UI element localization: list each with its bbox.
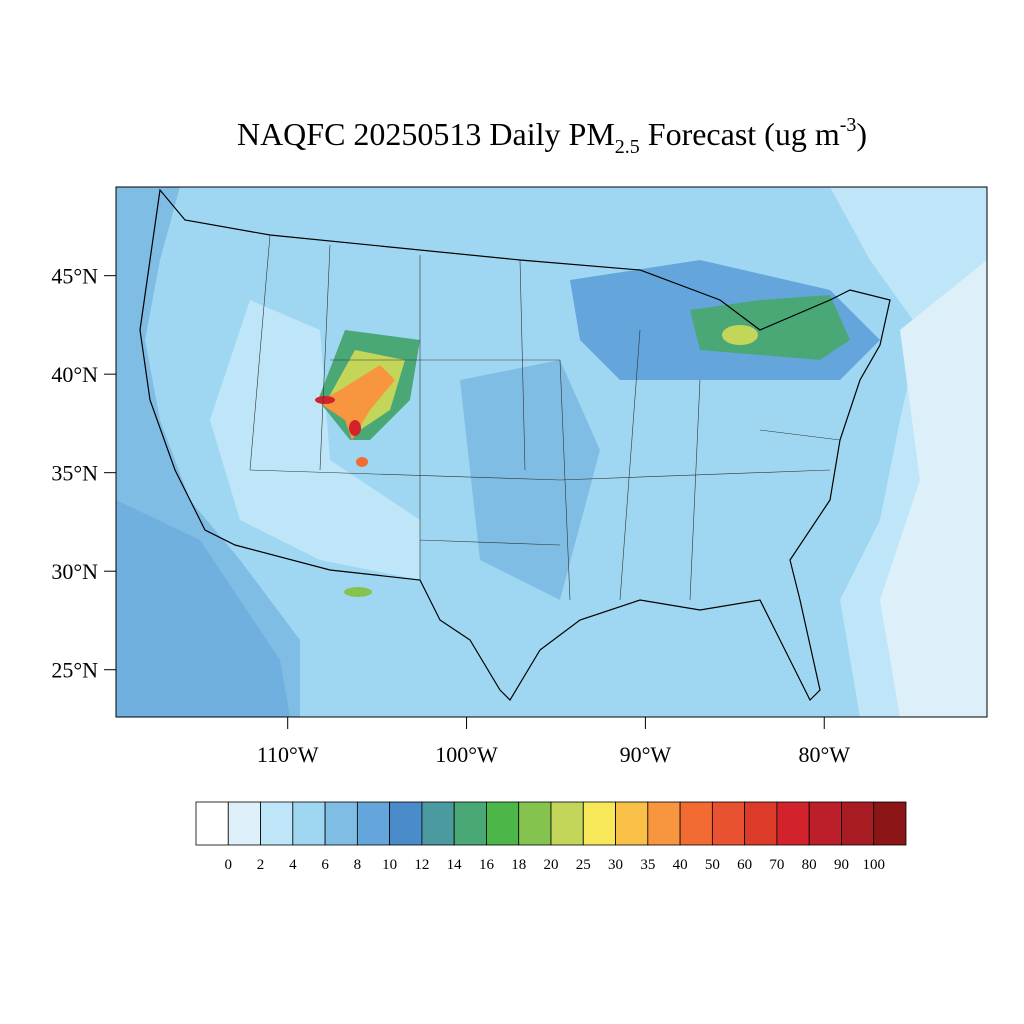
colorbar-label: 6 [321,857,329,873]
colorbar-box [808,801,842,846]
title-text: ) [856,116,867,152]
colorbar-box [518,801,552,846]
colorbar-box [195,801,229,846]
colorbar-box [292,801,326,846]
colorbar-label: 80 [802,857,817,873]
colorbar-box [582,801,616,846]
colorbar-label: 0 [225,857,233,873]
colorbar-label: 30 [608,857,623,873]
y-tick-label: 45°N [51,264,98,289]
colorbar-box [486,801,520,846]
colorbar-label: 70 [769,857,784,873]
land-low [210,300,420,580]
smoke-plume [318,365,395,440]
colorbar-label: 12 [414,857,429,873]
colorbar-box [421,801,455,846]
colorbar-box [873,801,907,846]
colorbar-label: 25 [576,857,591,873]
colorbar-label: 40 [673,857,688,873]
colorbar-label: 90 [834,857,849,873]
colorbar-box [227,801,261,846]
colorbar-label: 35 [640,857,655,873]
smoke-great-lakes [690,295,850,360]
colorbar-box [776,801,810,846]
colorbar-box [615,801,649,846]
colorbar-box [453,801,487,846]
land-mid [460,360,600,600]
x-tick-label: 90°W [620,742,672,767]
colorbar-box [550,801,584,846]
colorbar-label: 60 [737,857,752,873]
y-tick-label: 40°N [51,362,98,387]
colorbar-label: 50 [705,857,720,873]
x-tick-label: 110°W [257,742,319,767]
smoke-small [344,587,372,597]
colorbar: 0 2 4 6 8 10 12 14 16 18 20 25 30 35 40 50 60 70 80 90 100 [195,801,907,873]
colorbar-label: 16 [479,857,495,873]
colorbar-box [389,801,423,846]
coastline [139,188,891,702]
map-field [116,187,987,717]
atlantic [880,260,987,717]
colorbar-label: 2 [257,857,265,873]
axes: 110°W 100°W 90°W 80°W 45°N 40°N 35°N 30°N 25°N [51,264,850,767]
map-frame [115,186,988,718]
colorbar-box [744,801,778,846]
title-subscript: 2.5 [615,136,640,158]
colorbar-box [647,801,681,846]
y-tick-label: 35°N [51,461,98,486]
colorbar-box [260,801,294,846]
title-text: Forecast (ug m [640,116,840,152]
pacific [116,500,290,717]
colorbar-box [711,801,746,846]
title-superscript: -3 [840,114,857,136]
colorbar-box [679,801,713,846]
x-tick-label: 80°W [798,742,850,767]
y-tick-label: 30°N [51,559,98,584]
colorbar-box [841,801,875,846]
colorbar-label: 14 [447,857,463,873]
colorbar-label: 100 [862,857,885,873]
colorbar-label: 4 [289,857,297,873]
colorbar-label: 20 [544,857,559,873]
colorbar-label: 10 [382,857,397,873]
y-tick-label: 25°N [51,658,98,683]
smoke-core [349,420,361,436]
x-tick-label: 100°W [435,742,498,767]
title-text: NAQFC 20250513 Daily PM [237,116,615,152]
title: NAQFC 20250513 Daily PM2.5 Forecast (ug … [237,114,867,158]
colorbar-label: 8 [354,857,362,873]
state-borders [249,234,841,601]
smoke-core [356,457,368,467]
smoke-core [315,396,335,404]
colorbar-box [324,801,358,846]
colorbar-label: 18 [511,857,526,873]
smoke-great-lakes [722,325,758,345]
colorbar-box [356,801,391,846]
